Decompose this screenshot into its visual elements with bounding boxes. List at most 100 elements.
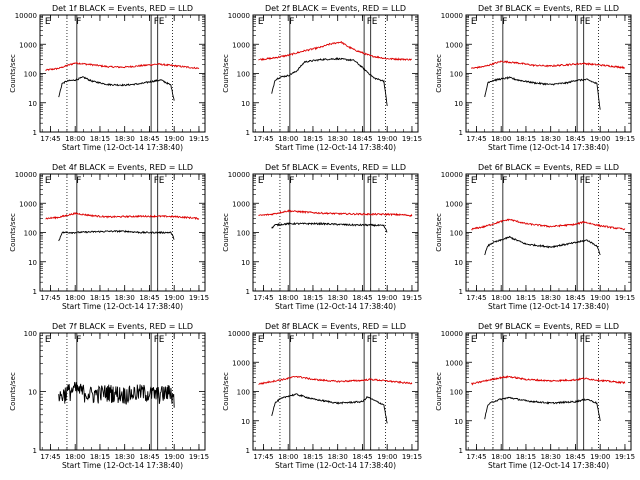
y-tick-label: 1000 bbox=[445, 359, 463, 367]
x-tick-label: 18:15 bbox=[90, 453, 110, 461]
series-events-line bbox=[58, 229, 175, 242]
x-axis-label: Start Time (12-Oct-14 17:38:40) bbox=[62, 461, 183, 470]
x-tick-label: 17:45 bbox=[253, 135, 273, 143]
marker-e: E bbox=[45, 335, 51, 345]
marker-f: F bbox=[580, 176, 585, 186]
marker-f: F bbox=[76, 176, 81, 186]
y-tick-label: 1000 bbox=[19, 41, 37, 49]
marker-f: F bbox=[367, 335, 372, 345]
panel-det-3: Det 3f BLACK = Events, RED = LLD 1 10 100 10… bbox=[435, 4, 635, 152]
x-tick-label: 18:30 bbox=[541, 294, 561, 302]
y-axis-label: Counts/sec bbox=[435, 54, 443, 93]
marker-f: F bbox=[580, 17, 585, 27]
x-axis-label: Start Time (12-Oct-14 17:38:40) bbox=[62, 302, 183, 311]
x-tick-label: 18:30 bbox=[115, 135, 135, 143]
y-tick-label: 100 bbox=[450, 389, 463, 397]
x-tick-label: 18:30 bbox=[328, 294, 348, 302]
x-axis-label: Start Time (12-Oct-14 17:38:40) bbox=[488, 143, 609, 152]
plot-frame bbox=[465, 332, 632, 451]
y-tick-label: 100 bbox=[24, 71, 37, 79]
x-axis-label: Start Time (12-Oct-14 17:38:40) bbox=[275, 302, 396, 311]
x-tick-label: 18:00 bbox=[65, 453, 85, 461]
y-tick-label: 10 bbox=[454, 418, 463, 426]
marker-f: F bbox=[367, 176, 372, 186]
x-tick-label: 17:45 bbox=[466, 135, 486, 143]
series-lld-line bbox=[258, 375, 413, 385]
y-tick-label: 10000 bbox=[228, 12, 250, 20]
marker-e: E bbox=[585, 17, 591, 27]
y-tick-label: 10 bbox=[241, 259, 250, 267]
marker-e: E bbox=[471, 17, 477, 27]
x-tick-label: 18:15 bbox=[516, 294, 536, 302]
series-events-line bbox=[484, 396, 601, 422]
y-tick-label: 1000 bbox=[445, 200, 463, 208]
x-tick-label: 18:00 bbox=[491, 453, 511, 461]
marker-e: E bbox=[258, 17, 264, 27]
series-events-line bbox=[58, 381, 175, 408]
y-tick-label: 10 bbox=[454, 100, 463, 108]
panel-title: Det 6f BLACK = Events, RED = LLD bbox=[478, 163, 619, 172]
marker-e: E bbox=[45, 176, 51, 186]
y-tick-label: 10000 bbox=[441, 171, 463, 179]
marker-f: F bbox=[580, 335, 585, 345]
x-tick-label: 19:15 bbox=[189, 294, 209, 302]
x-tick-label: 17:45 bbox=[40, 294, 60, 302]
x-tick-label: 19:00 bbox=[164, 453, 184, 461]
y-axis-label: Counts/sec bbox=[222, 372, 230, 411]
plot-frame bbox=[39, 14, 206, 133]
x-tick-label: 17:45 bbox=[253, 294, 273, 302]
panel-title: Det 4f BLACK = Events, RED = LLD bbox=[52, 163, 193, 172]
x-tick-label: 19:00 bbox=[164, 294, 184, 302]
y-axis-label: Counts/sec bbox=[435, 213, 443, 252]
x-tick-label: 19:00 bbox=[377, 135, 397, 143]
x-tick-label: 18:30 bbox=[328, 135, 348, 143]
plot-frame bbox=[465, 14, 632, 133]
x-tick-label: 18:45 bbox=[565, 135, 585, 143]
y-axis-label: Counts/sec bbox=[9, 213, 17, 252]
marker-f: F bbox=[367, 17, 372, 27]
x-tick-label: 18:00 bbox=[278, 453, 298, 461]
x-tick-label: 18:15 bbox=[303, 135, 323, 143]
marker-f: F bbox=[502, 17, 507, 27]
series-events-line bbox=[484, 76, 601, 110]
marker-f: F bbox=[154, 176, 159, 186]
y-tick-label: 10000 bbox=[441, 12, 463, 20]
y-tick-label: 100 bbox=[237, 389, 250, 397]
series-lld-line bbox=[45, 212, 200, 221]
panel-det-2: Det 2f BLACK = Events, RED = LLD 1 10 100 10… bbox=[222, 4, 422, 152]
x-axis-label: Start Time (12-Oct-14 17:38:40) bbox=[62, 143, 183, 152]
y-tick-label: 10 bbox=[241, 100, 250, 108]
panel-title: Det 7f BLACK = Events, RED = LLD bbox=[52, 322, 193, 331]
x-tick-label: 19:15 bbox=[615, 453, 635, 461]
series-lld-line bbox=[471, 218, 626, 231]
x-tick-label: 18:30 bbox=[115, 294, 135, 302]
x-tick-label: 18:00 bbox=[278, 294, 298, 302]
panel-title: Det 9f BLACK = Events, RED = LLD bbox=[478, 322, 619, 331]
y-tick-label: 10 bbox=[241, 418, 250, 426]
x-tick-label: 18:15 bbox=[516, 135, 536, 143]
x-tick-label: 19:15 bbox=[402, 135, 422, 143]
y-tick-label: 1 bbox=[459, 129, 463, 137]
y-tick-label: 1 bbox=[33, 288, 37, 296]
x-tick-label: 19:00 bbox=[590, 135, 610, 143]
x-tick-label: 17:45 bbox=[466, 453, 486, 461]
x-tick-label: 19:00 bbox=[590, 294, 610, 302]
x-tick-label: 18:15 bbox=[90, 135, 110, 143]
plot-frame bbox=[252, 14, 419, 133]
y-tick-label: 1 bbox=[33, 447, 37, 455]
x-tick-label: 18:15 bbox=[303, 453, 323, 461]
x-tick-label: 19:15 bbox=[615, 135, 635, 143]
panel-det-9: Det 9f BLACK = Events, RED = LLD 1 10 100 10… bbox=[435, 322, 635, 470]
y-axis-label: Counts/sec bbox=[222, 54, 230, 93]
series-events-line bbox=[271, 57, 388, 107]
x-tick-label: 18:45 bbox=[565, 294, 585, 302]
y-tick-label: 1 bbox=[246, 129, 250, 137]
series-lld-line bbox=[258, 209, 413, 218]
x-tick-label: 18:15 bbox=[303, 294, 323, 302]
y-tick-label: 1 bbox=[246, 288, 250, 296]
y-tick-label: 1000 bbox=[232, 359, 250, 367]
marker-f: F bbox=[76, 335, 81, 345]
y-tick-label: 1 bbox=[459, 447, 463, 455]
x-tick-label: 18:45 bbox=[565, 453, 585, 461]
marker-f: F bbox=[154, 335, 159, 345]
